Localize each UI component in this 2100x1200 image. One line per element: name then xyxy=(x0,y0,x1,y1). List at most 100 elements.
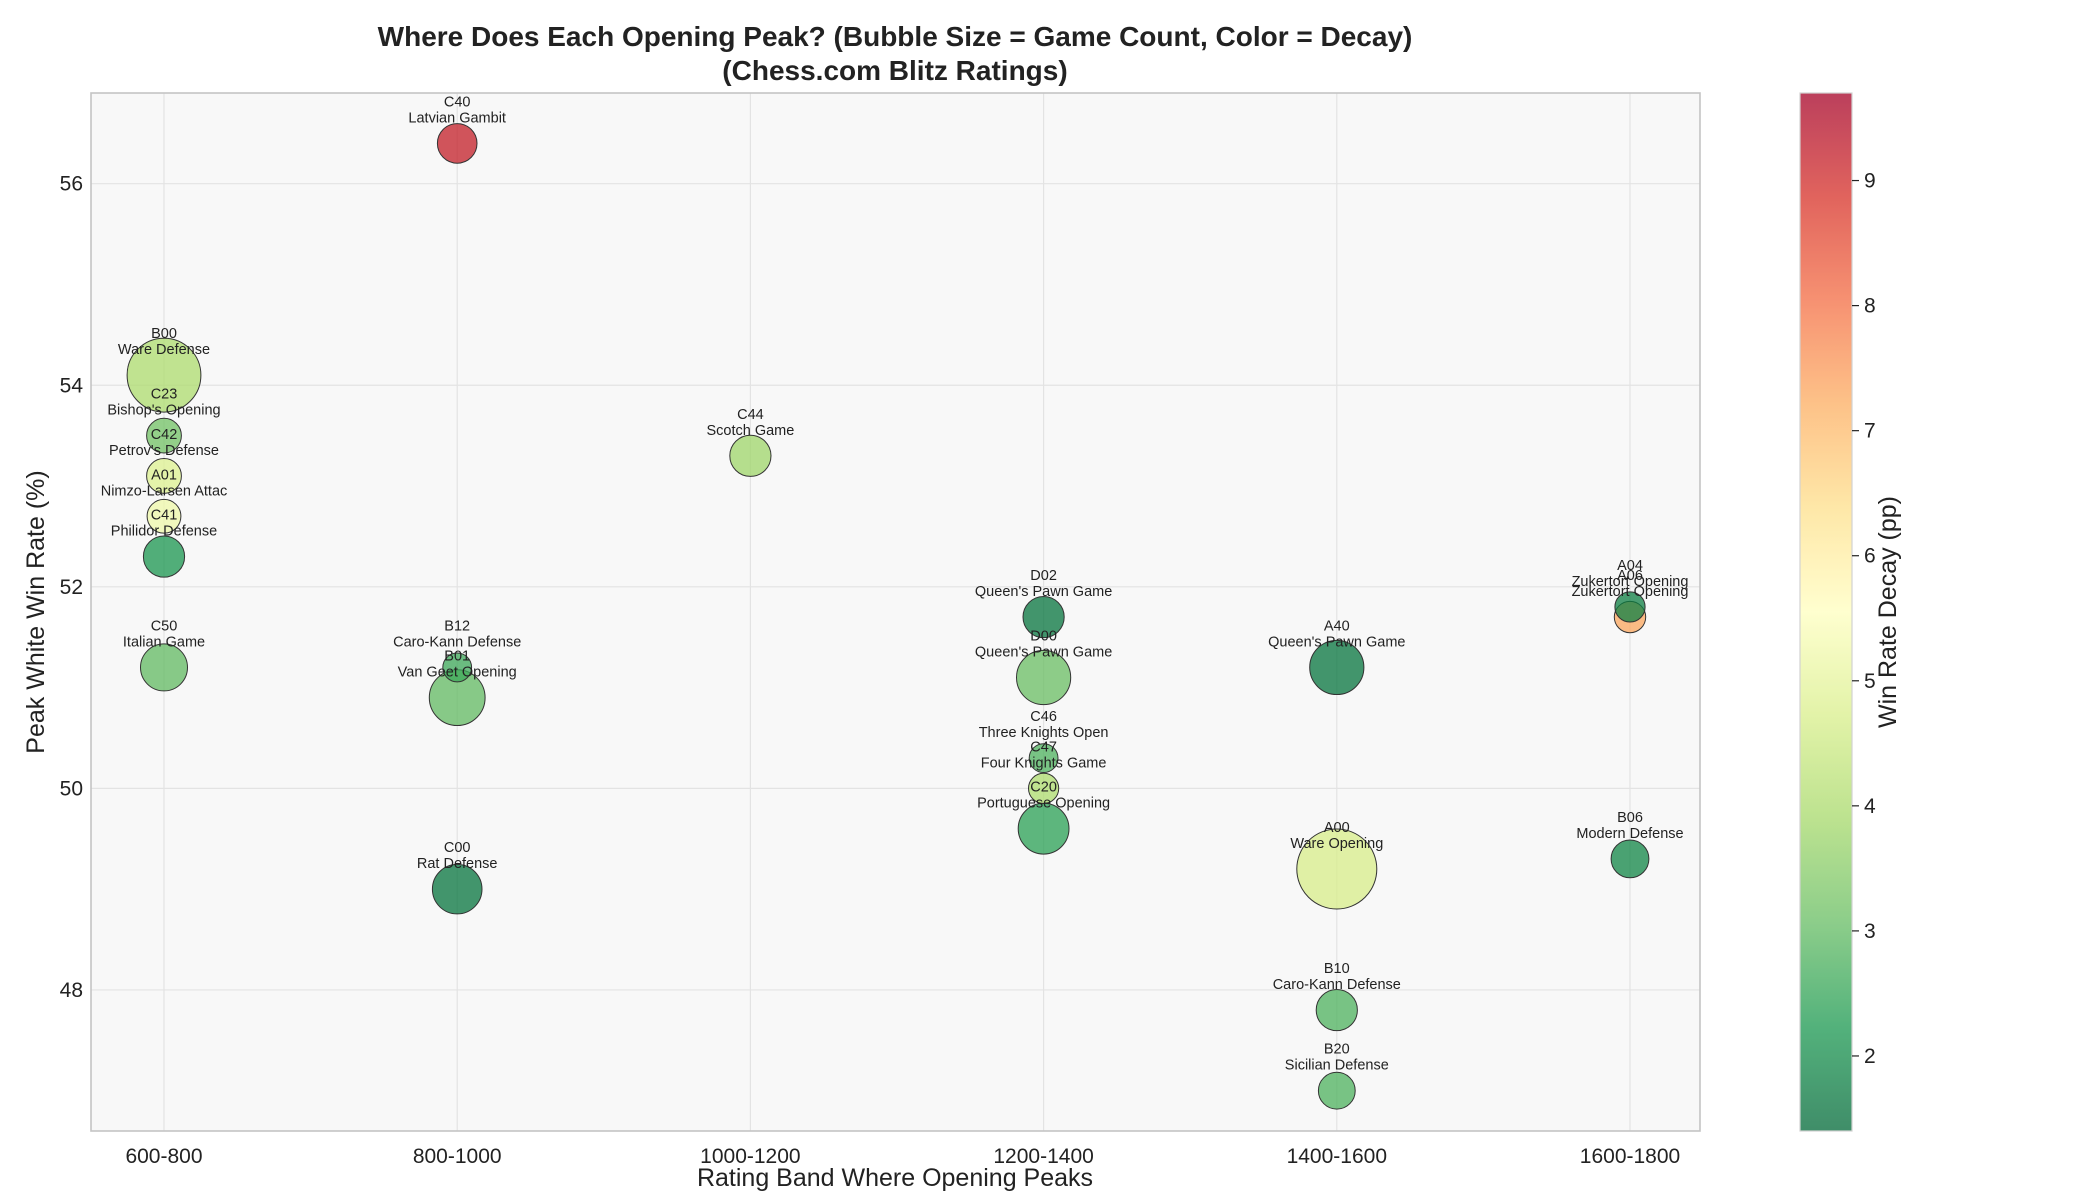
point-eco-label: A04 xyxy=(1617,558,1643,574)
bubble-b00 xyxy=(126,337,202,413)
bubble-c00 xyxy=(431,863,483,915)
point-name-label: Zukertort Opening xyxy=(1572,584,1689,600)
x-tick-label: 1600-1800 xyxy=(1580,1145,1680,1168)
bubble-c42 xyxy=(146,458,182,494)
bubble-c23 xyxy=(146,417,182,454)
colorbar-tick-label: 7 xyxy=(1864,420,1876,443)
point-eco-label: C42 xyxy=(151,427,178,443)
colorbar-label: Win Rate Decay (pp) xyxy=(1874,496,1902,728)
point-eco-label: C44 xyxy=(737,407,764,423)
x-tick-label: 1000-1200 xyxy=(700,1145,800,1168)
point-name-label: Queen's Pawn Game xyxy=(1268,634,1405,650)
point-name-label: Petrov's Defense xyxy=(109,443,219,459)
point-name-label: Latvian Gambit xyxy=(408,110,506,126)
point-eco-label: B01 xyxy=(444,649,470,665)
bubble-b20 xyxy=(1317,1071,1356,1110)
point-eco-label: C41 xyxy=(151,508,178,524)
bubble-b12 xyxy=(442,652,473,683)
point-name-label: Caro-Kann Defense xyxy=(1273,977,1401,993)
bubble-c47 xyxy=(1028,772,1060,804)
point-name-label: Rat Defense xyxy=(417,856,498,872)
point-eco-label: C20 xyxy=(1030,780,1057,796)
point-eco-label: A00 xyxy=(1324,820,1350,836)
point-eco-label: C50 xyxy=(151,618,178,634)
bubble-c44 xyxy=(729,434,772,477)
colorbar-tick-label: 3 xyxy=(1864,920,1876,943)
bubble-c46 xyxy=(1028,743,1059,774)
colorbar-tick-label: 5 xyxy=(1864,670,1876,693)
point-name-label: Portuguese Opening xyxy=(977,796,1110,812)
x-tick-label: 1400-1600 xyxy=(1287,1145,1387,1168)
colorbar-tick-label: 2 xyxy=(1864,1045,1876,1068)
point-eco-label: C47 xyxy=(1030,739,1057,755)
x-tick-label: 800-1000 xyxy=(413,1145,502,1168)
y-tick-label: 54 xyxy=(60,374,84,397)
point-eco-label: A01 xyxy=(151,467,177,483)
y-axis-label: Peak White Win Rate (%) xyxy=(22,470,50,753)
y-tick-label: 56 xyxy=(60,173,83,196)
bubble-b06 xyxy=(1610,839,1650,879)
bubble-c40 xyxy=(436,123,478,164)
point-name-label: Ware Defense xyxy=(118,342,210,358)
point-eco-label: C23 xyxy=(151,387,178,403)
y-tick-labels: 48 50 52 54 56 xyxy=(60,173,84,1002)
point-eco-label: C46 xyxy=(1030,709,1057,725)
point-eco-label: B10 xyxy=(1324,961,1350,977)
point-eco-label: C40 xyxy=(444,94,471,110)
x-tick-label: 1200-1400 xyxy=(993,1145,1093,1168)
point-eco-label: D02 xyxy=(1030,568,1057,584)
colorbar-ticks: 2 3 4 5 6 7 8 9 xyxy=(1852,170,1876,1068)
bubble-b10 xyxy=(1315,988,1358,1032)
point-name-label: Ware Opening xyxy=(1290,836,1383,852)
point-name-label: Queen's Pawn Game xyxy=(975,584,1112,600)
bubble-layer xyxy=(126,123,1650,1110)
bubble-d00 xyxy=(1016,649,1072,706)
point-eco-label: C00 xyxy=(444,840,471,856)
plot-area xyxy=(91,93,1700,1131)
colorbar-tick-label: 4 xyxy=(1864,795,1876,818)
bubble-a01 xyxy=(146,498,182,534)
point-name-label: Zukertort Opening xyxy=(1572,574,1689,590)
plot-frame xyxy=(90,92,1701,1132)
point-name-label: Italian Game xyxy=(123,634,205,650)
point-name-label: Philidor Defense xyxy=(111,524,217,540)
point-eco-label: B12 xyxy=(444,618,470,634)
colorbar-tick-label: 9 xyxy=(1864,170,1876,193)
point-eco-label: A40 xyxy=(1324,618,1350,634)
chart-title-line-2: (Chess.com Blitz Ratings) xyxy=(722,55,1067,86)
colorbar-tick-label: 8 xyxy=(1864,295,1876,318)
point-eco-label: B00 xyxy=(151,326,177,342)
point-name-label: Modern Defense xyxy=(1576,826,1683,842)
point-name-label: Sicilian Defense xyxy=(1285,1058,1389,1074)
point-name-label: Four Knights Game xyxy=(981,755,1107,771)
point-name-label: Three Knights Open xyxy=(979,725,1109,741)
x-tick-label: 600-800 xyxy=(125,1145,202,1168)
point-name-label: Caro-Kann Defense xyxy=(393,634,521,650)
y-tick-label: 50 xyxy=(60,777,83,800)
point-name-label: Bishop's Opening xyxy=(107,403,220,419)
bubble-a04 xyxy=(1614,591,1646,623)
x-tick-labels: 600-800 800-1000 1000-1200 1200-1400 1400-16… xyxy=(125,1145,1680,1168)
y-tick-label: 52 xyxy=(60,576,83,599)
y-tick-label: 48 xyxy=(60,979,83,1002)
colorbar-tick-label: 6 xyxy=(1864,545,1876,568)
bubble-a00 xyxy=(1296,828,1378,910)
x-axis-label: Rating Band Where Opening Peaks xyxy=(697,1164,1093,1192)
point-eco-label: B06 xyxy=(1617,810,1643,826)
point-name-label: Nimzo-Larsen Attac xyxy=(101,483,228,499)
bubble-a40 xyxy=(1309,639,1365,696)
bubble-c41 xyxy=(142,535,186,578)
point-eco-label: D00 xyxy=(1030,629,1057,645)
point-name-label: Scotch Game xyxy=(706,423,794,439)
chart-title-line-1: Where Does Each Opening Peak? (Bubble Si… xyxy=(378,21,1413,52)
point-eco-label: B20 xyxy=(1324,1042,1350,1058)
point-eco-label: A06 xyxy=(1617,568,1643,584)
colorbar xyxy=(1799,92,1853,1132)
bubble-d02 xyxy=(1022,595,1065,639)
bubble-c50 xyxy=(140,643,188,692)
point-name-label: Van Geet Opening xyxy=(398,665,517,681)
point-name-label: Queen's Pawn Game xyxy=(975,645,1112,661)
